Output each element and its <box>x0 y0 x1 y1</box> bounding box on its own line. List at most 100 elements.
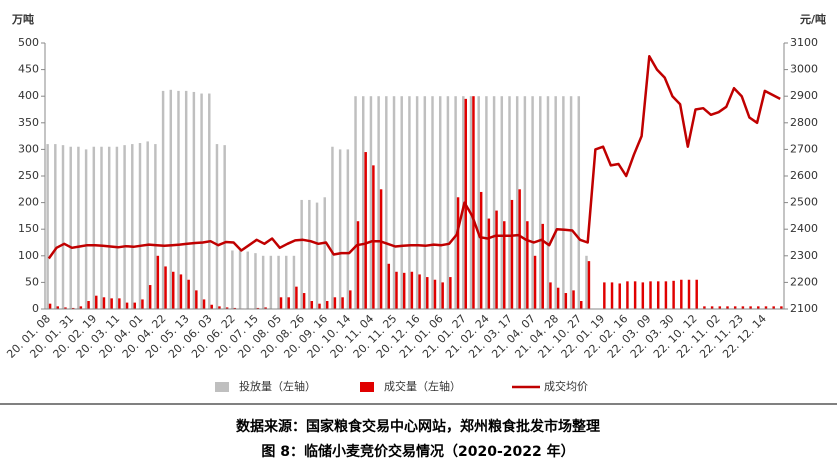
bar <box>531 96 534 309</box>
bar <box>503 221 506 309</box>
bar <box>533 255 537 309</box>
bar <box>479 191 483 309</box>
bar <box>454 96 457 309</box>
bar <box>225 307 229 309</box>
bar <box>184 90 188 309</box>
bar <box>387 263 391 309</box>
bar <box>92 146 96 309</box>
bar <box>179 274 183 309</box>
bar <box>518 189 521 309</box>
bar <box>587 261 591 309</box>
bar <box>285 255 288 309</box>
bar <box>95 295 98 309</box>
bar <box>141 299 144 309</box>
y2-tick-label: 2400 <box>790 222 818 235</box>
bar <box>325 301 329 309</box>
bar <box>210 304 213 309</box>
bar <box>110 298 113 309</box>
bar <box>410 271 414 309</box>
bar <box>192 91 196 309</box>
y-tick-label: 400 <box>18 89 39 102</box>
bar <box>477 96 480 309</box>
bar <box>633 281 637 309</box>
bar <box>331 146 334 309</box>
bar <box>431 96 434 309</box>
bar <box>415 96 419 309</box>
bar <box>487 218 491 309</box>
bar <box>395 271 398 309</box>
bar <box>508 96 511 309</box>
bar <box>215 144 219 309</box>
bar <box>695 279 698 309</box>
y-axis-label: 万吨 <box>11 12 34 26</box>
y-tick-label: 300 <box>18 142 39 155</box>
bar <box>510 199 514 309</box>
bar <box>107 146 111 309</box>
bar <box>315 202 319 309</box>
bar <box>295 286 298 309</box>
bar <box>200 93 203 309</box>
y2-axis-label: 元/吨 <box>800 12 826 26</box>
bar <box>138 143 142 309</box>
bar <box>356 221 360 309</box>
y-tick-label: 200 <box>18 196 39 209</box>
y-tick-label: 450 <box>18 63 39 76</box>
bar <box>302 293 306 309</box>
bar <box>362 96 365 309</box>
bar <box>156 255 160 309</box>
bar <box>87 301 90 309</box>
bar <box>369 96 373 309</box>
bar <box>48 303 52 309</box>
bar <box>154 144 157 309</box>
bar <box>495 210 498 309</box>
bar <box>71 307 75 309</box>
bar <box>202 299 206 309</box>
y2-tick-label: 2700 <box>790 142 818 155</box>
bar <box>69 146 72 309</box>
y2-tick-label: 2300 <box>790 249 818 262</box>
bar <box>585 255 588 309</box>
bar <box>323 197 326 309</box>
bar <box>426 277 429 309</box>
bar <box>372 165 375 309</box>
bar <box>418 274 421 309</box>
bar <box>148 285 152 309</box>
legend-swatch <box>360 382 374 392</box>
y2-tick-label: 2600 <box>790 169 818 182</box>
y2-tick-label: 2900 <box>790 89 818 102</box>
bar <box>164 266 167 309</box>
bar <box>672 280 675 309</box>
bar <box>772 306 775 309</box>
bar <box>603 282 606 309</box>
bar <box>549 282 552 309</box>
bar <box>238 250 242 309</box>
bar <box>208 93 211 309</box>
bar <box>641 282 645 309</box>
price-line <box>47 55 781 260</box>
y2-tick-label: 3000 <box>790 63 818 76</box>
bar <box>780 306 783 309</box>
bar <box>526 221 529 309</box>
bar <box>246 251 249 309</box>
bar <box>77 146 80 309</box>
bar <box>664 281 668 309</box>
bar <box>46 144 49 309</box>
bar <box>541 223 544 309</box>
y2-tick-label: 2500 <box>790 196 818 209</box>
bar <box>446 96 450 309</box>
bar <box>118 298 121 309</box>
caption: 图 8：临储小麦竞价交易情况（2020-2022 年） <box>261 443 574 460</box>
bar <box>562 96 565 309</box>
bar <box>523 96 527 309</box>
y-tick-label: 500 <box>18 36 39 49</box>
bar <box>433 279 437 309</box>
bar <box>364 152 367 309</box>
bar <box>485 96 488 309</box>
y-tick-label: 100 <box>18 249 39 262</box>
bar <box>515 96 519 309</box>
bar <box>233 307 237 309</box>
bar <box>456 197 460 309</box>
bar <box>618 283 621 309</box>
y-tick-label: 250 <box>18 169 39 182</box>
bar <box>354 96 357 309</box>
